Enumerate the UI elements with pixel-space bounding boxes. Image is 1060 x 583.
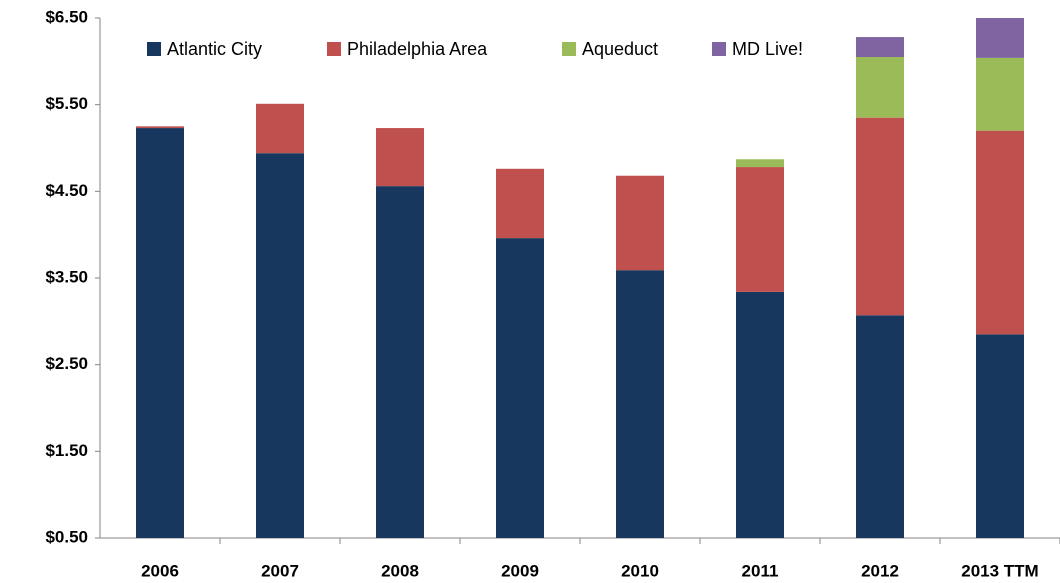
legend-swatch bbox=[147, 42, 161, 56]
bar-segment bbox=[976, 57, 1024, 131]
legend-label: Aqueduct bbox=[582, 39, 658, 59]
bar-segment bbox=[976, 130, 1024, 335]
legend-label: Atlantic City bbox=[167, 39, 262, 59]
bar-segment bbox=[616, 175, 664, 271]
y-tick-label: $6.50 bbox=[45, 7, 88, 26]
legend-swatch bbox=[327, 42, 341, 56]
bar-segment bbox=[256, 153, 304, 538]
y-tick-label: $0.50 bbox=[45, 527, 88, 546]
legend-label: Philadelphia Area bbox=[347, 39, 488, 59]
x-tick-label: 2009 bbox=[501, 561, 539, 580]
bar-segment bbox=[976, 18, 1024, 58]
bar-segment bbox=[136, 128, 184, 539]
bar-segment bbox=[856, 315, 904, 538]
y-tick-label: $4.50 bbox=[45, 181, 88, 200]
x-tick-label: 2008 bbox=[381, 561, 419, 580]
x-tick-label: 2007 bbox=[261, 561, 299, 580]
bar-segment bbox=[256, 103, 304, 154]
bar-segment bbox=[736, 159, 784, 168]
legend-swatch bbox=[712, 42, 726, 56]
y-tick-label: $2.50 bbox=[45, 354, 88, 373]
bar-segment bbox=[856, 37, 904, 57]
x-tick-label: 2011 bbox=[742, 561, 779, 580]
bar-segment bbox=[856, 57, 904, 118]
bar-segment bbox=[376, 186, 424, 538]
bar-segment bbox=[496, 238, 544, 538]
x-tick-label: 2010 bbox=[621, 561, 659, 580]
legend-label: MD Live! bbox=[732, 39, 803, 59]
bar-segment bbox=[616, 270, 664, 538]
bar-segment bbox=[136, 126, 184, 129]
bar-segment bbox=[856, 117, 904, 316]
bar-segment bbox=[496, 168, 544, 239]
x-tick-label: 2013 TTM bbox=[961, 561, 1038, 580]
y-tick-label: $5.50 bbox=[45, 94, 88, 113]
y-tick-label: $1.50 bbox=[45, 441, 88, 460]
bar-segment bbox=[736, 291, 784, 538]
y-tick-label: $3.50 bbox=[45, 267, 88, 286]
x-tick-label: 2012 bbox=[861, 561, 899, 580]
bar-segment bbox=[376, 128, 424, 187]
x-tick-label: 2006 bbox=[141, 561, 179, 580]
legend-swatch bbox=[562, 42, 576, 56]
bar-segment bbox=[976, 334, 1024, 538]
bar-segment bbox=[736, 167, 784, 292]
